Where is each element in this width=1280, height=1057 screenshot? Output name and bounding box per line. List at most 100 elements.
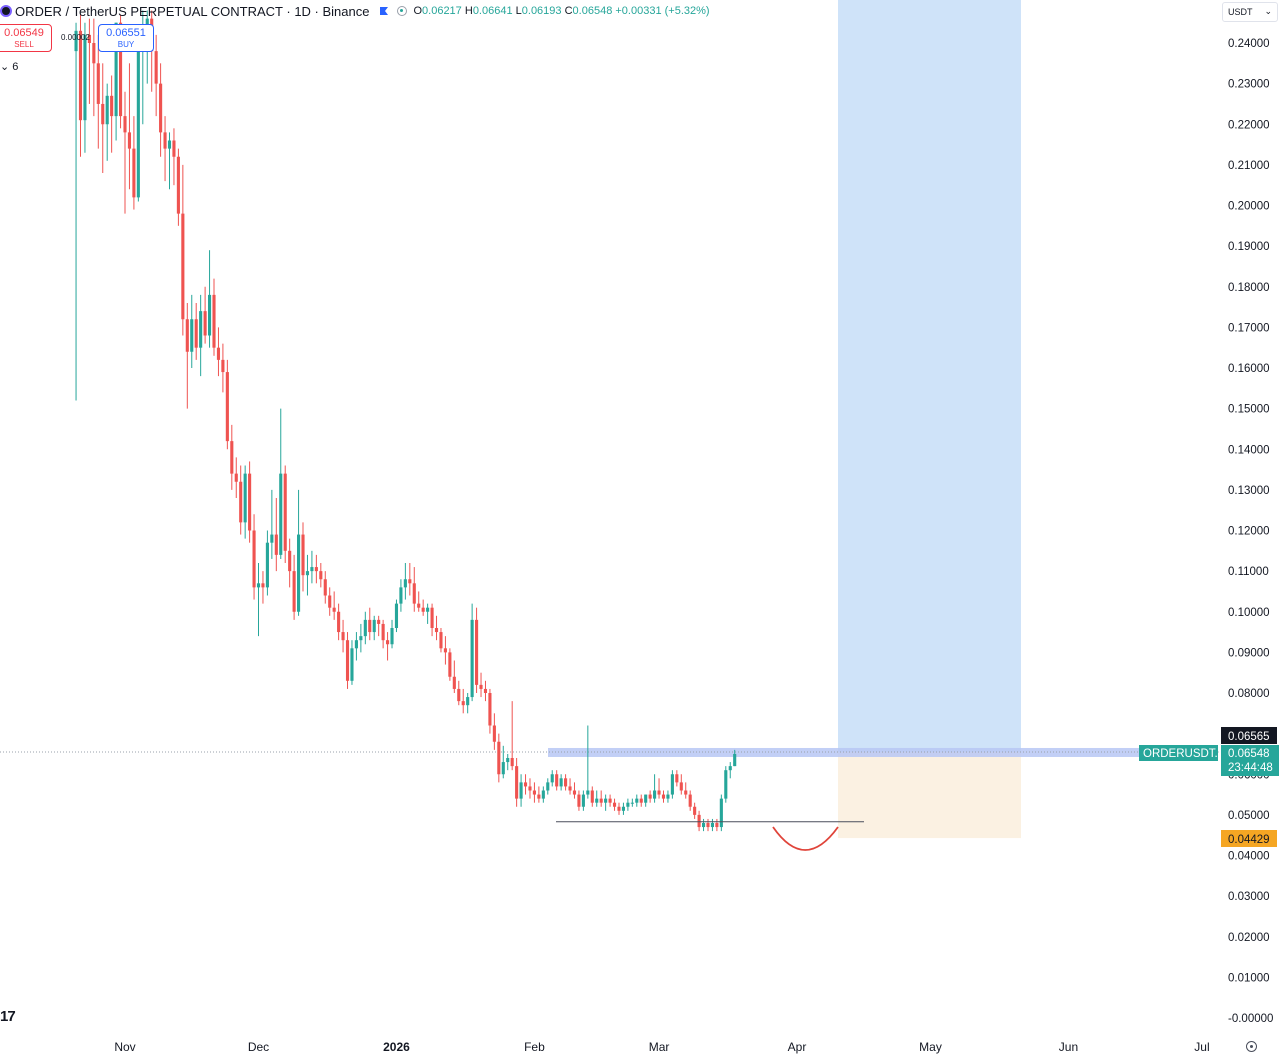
market-status-icon[interactable]	[397, 6, 408, 16]
candle-body	[617, 806, 621, 811]
candle-body	[248, 473, 252, 531]
candle-body	[377, 619, 381, 624]
candle-body	[110, 95, 114, 117]
candle-body	[564, 778, 568, 787]
candle-body	[461, 701, 465, 706]
candle-body	[270, 534, 274, 543]
candle-body	[528, 786, 532, 791]
candle-body	[630, 802, 634, 804]
candle-body	[452, 676, 456, 689]
candle-body	[733, 753, 737, 767]
candle-body	[114, 22, 118, 117]
sell-button[interactable]: 0.06549 SELL	[0, 24, 52, 52]
candle-body	[541, 790, 545, 799]
price-badge-top: 0.06565	[1221, 727, 1277, 744]
candle-body	[434, 628, 439, 633]
candle-body	[350, 648, 354, 681]
candle-body	[635, 798, 639, 803]
candle-body	[532, 790, 536, 795]
stop-price-badge: 0.04429	[1221, 830, 1277, 847]
candle-body	[372, 619, 376, 633]
candle-body	[83, 34, 87, 121]
candle-body	[492, 725, 496, 742]
flag-icon[interactable]	[379, 6, 389, 16]
y-tick-label: 0.19000	[1228, 241, 1270, 253]
candle-body	[310, 567, 314, 572]
candle-body	[301, 534, 305, 576]
candle-body	[661, 794, 666, 799]
indicators-count: 6	[12, 61, 19, 73]
candle-body	[341, 632, 345, 641]
y-tick-label: 0.22000	[1228, 119, 1270, 131]
x-tick-label: Nov	[114, 1040, 135, 1054]
candle-body	[475, 619, 479, 685]
currency-selector[interactable]: USDT ⌄	[1222, 2, 1278, 22]
y-tick-label: 0.18000	[1228, 282, 1270, 294]
candle-body	[679, 782, 683, 791]
candle-body	[123, 116, 127, 133]
y-tick-label: 0.12000	[1228, 526, 1270, 538]
candle-body	[448, 652, 452, 677]
settings-icon[interactable]	[1246, 1041, 1257, 1052]
candle-body	[288, 550, 292, 572]
candle-body	[590, 790, 594, 803]
y-tick-label: 0.15000	[1228, 404, 1270, 416]
symbol-title[interactable]: ORDER / TetherUS PERPETUAL CONTRACT · 1D…	[15, 3, 370, 19]
candle-body	[176, 156, 180, 214]
candle-body	[715, 823, 719, 828]
low-value: 0.06193	[521, 5, 562, 17]
candle-body	[252, 530, 256, 588]
candle-body	[621, 806, 625, 811]
y-tick-label: 0.04000	[1228, 851, 1270, 863]
candle-body	[92, 43, 96, 64]
candle-body	[608, 798, 612, 803]
candle-body	[417, 603, 421, 608]
candle-body	[443, 648, 447, 653]
candle-body	[225, 372, 229, 442]
candle-body	[386, 640, 390, 645]
candle-body	[701, 823, 706, 828]
y-tick-label: 0.08000	[1228, 688, 1270, 700]
candle-body	[274, 534, 278, 555]
buy-label: BUY	[117, 40, 135, 49]
y-tick-label: 0.21000	[1228, 160, 1270, 172]
sell-price: 0.06549	[4, 27, 44, 39]
candle-body	[319, 571, 323, 580]
candle-body	[501, 762, 505, 775]
candle-body	[612, 802, 617, 807]
tradingview-logo-icon[interactable]: 17	[0, 1008, 16, 1025]
buy-button[interactable]: 0.06551 BUY	[98, 24, 154, 52]
candle-body	[412, 583, 416, 604]
candle-body	[167, 140, 172, 149]
y-axis[interactable]: 0.24000 0.23000 0.22000 0.21000 0.20000 0.190…	[1228, 38, 1273, 1025]
candle-body	[332, 607, 336, 612]
target-zone	[838, 0, 1021, 752]
candle-body	[497, 741, 501, 775]
candle-body	[297, 534, 301, 612]
candle-body	[728, 766, 732, 771]
candle-body	[595, 798, 599, 803]
candle-body	[577, 794, 581, 807]
y-tick-label: -0.00000	[1228, 1013, 1273, 1025]
symbol-logo-icon	[0, 5, 12, 17]
candle-body	[328, 595, 332, 608]
candle-body	[719, 798, 723, 828]
close-value: 0.06548	[572, 5, 613, 17]
candle-body	[194, 319, 198, 348]
candle-body	[644, 794, 648, 803]
candle-body	[523, 782, 528, 787]
x-axis[interactable]: Nov Dec 2026 Feb Mar Apr May Jun Jul	[114, 1040, 1209, 1054]
candle-body	[470, 619, 474, 698]
candle-body	[154, 51, 158, 84]
y-tick-label: 0.09000	[1228, 647, 1270, 659]
candle-body	[706, 823, 710, 828]
candle-body	[394, 603, 399, 628]
indicators-toggle[interactable]: ⌄ 6	[0, 60, 18, 73]
candle-body	[439, 632, 443, 649]
last-price-text: 0.06548	[1228, 748, 1270, 760]
change-value: +0.00331 (+5.32%)	[615, 5, 710, 17]
x-tick-label: Dec	[248, 1040, 269, 1054]
candle-body	[127, 132, 132, 149]
candle-body	[510, 758, 514, 767]
